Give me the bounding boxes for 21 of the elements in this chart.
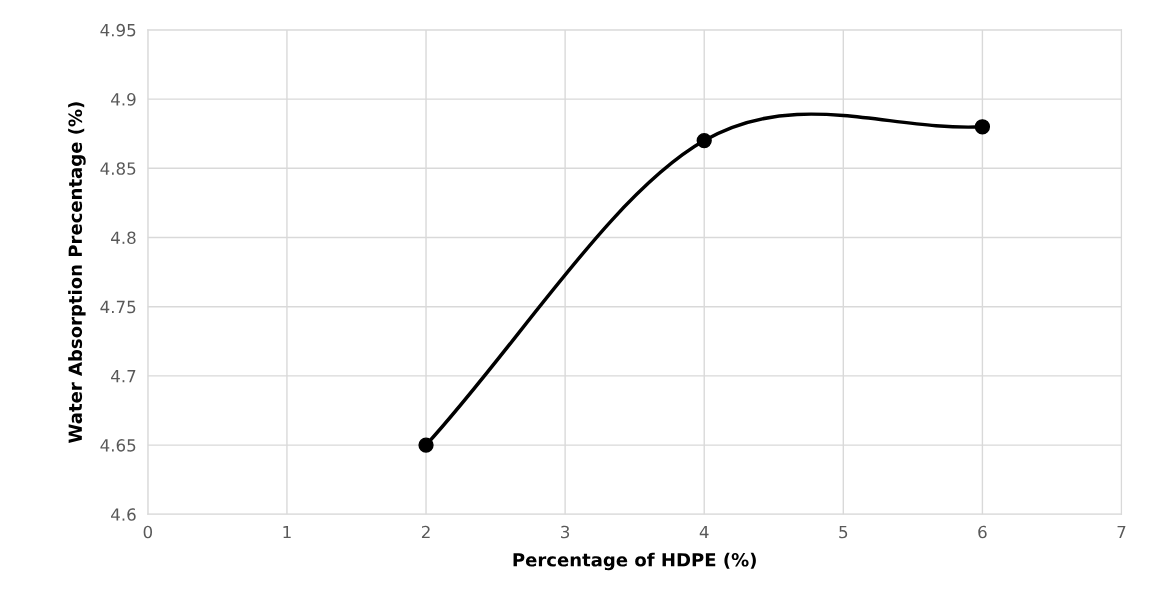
- x-tick-label: 2: [421, 525, 430, 539]
- point: [418, 437, 434, 453]
- point: [696, 132, 712, 149]
- x-tick-label: 3: [561, 525, 570, 539]
- y-tick-label: 4.85: [100, 162, 136, 175]
- y-tick-label: 4.75: [100, 300, 136, 314]
- x-tick-label: 6: [978, 525, 987, 539]
- y-tick-label: 4.65: [100, 439, 136, 452]
- x-axis-title: Percentage of HDPE (%): [513, 552, 756, 571]
- x-tick-label: 5: [839, 525, 848, 539]
- y-tick-label: 4.6: [111, 508, 136, 521]
- y-tick-label: 4.95: [100, 23, 136, 37]
- y-tick-label: 4.9: [111, 93, 136, 106]
- x-tick-label: 7: [1117, 525, 1126, 539]
- x-tick-label: 0: [143, 525, 153, 539]
- y-axis-title: Water Absorption Precentage (%): [68, 102, 86, 443]
- y-tick-label: 4.8: [111, 231, 136, 245]
- x-tick-label: 1: [283, 525, 291, 539]
- point: [974, 119, 991, 135]
- y-tick-label: 4.7: [111, 370, 136, 383]
- x-tick-label: 4: [699, 525, 709, 539]
